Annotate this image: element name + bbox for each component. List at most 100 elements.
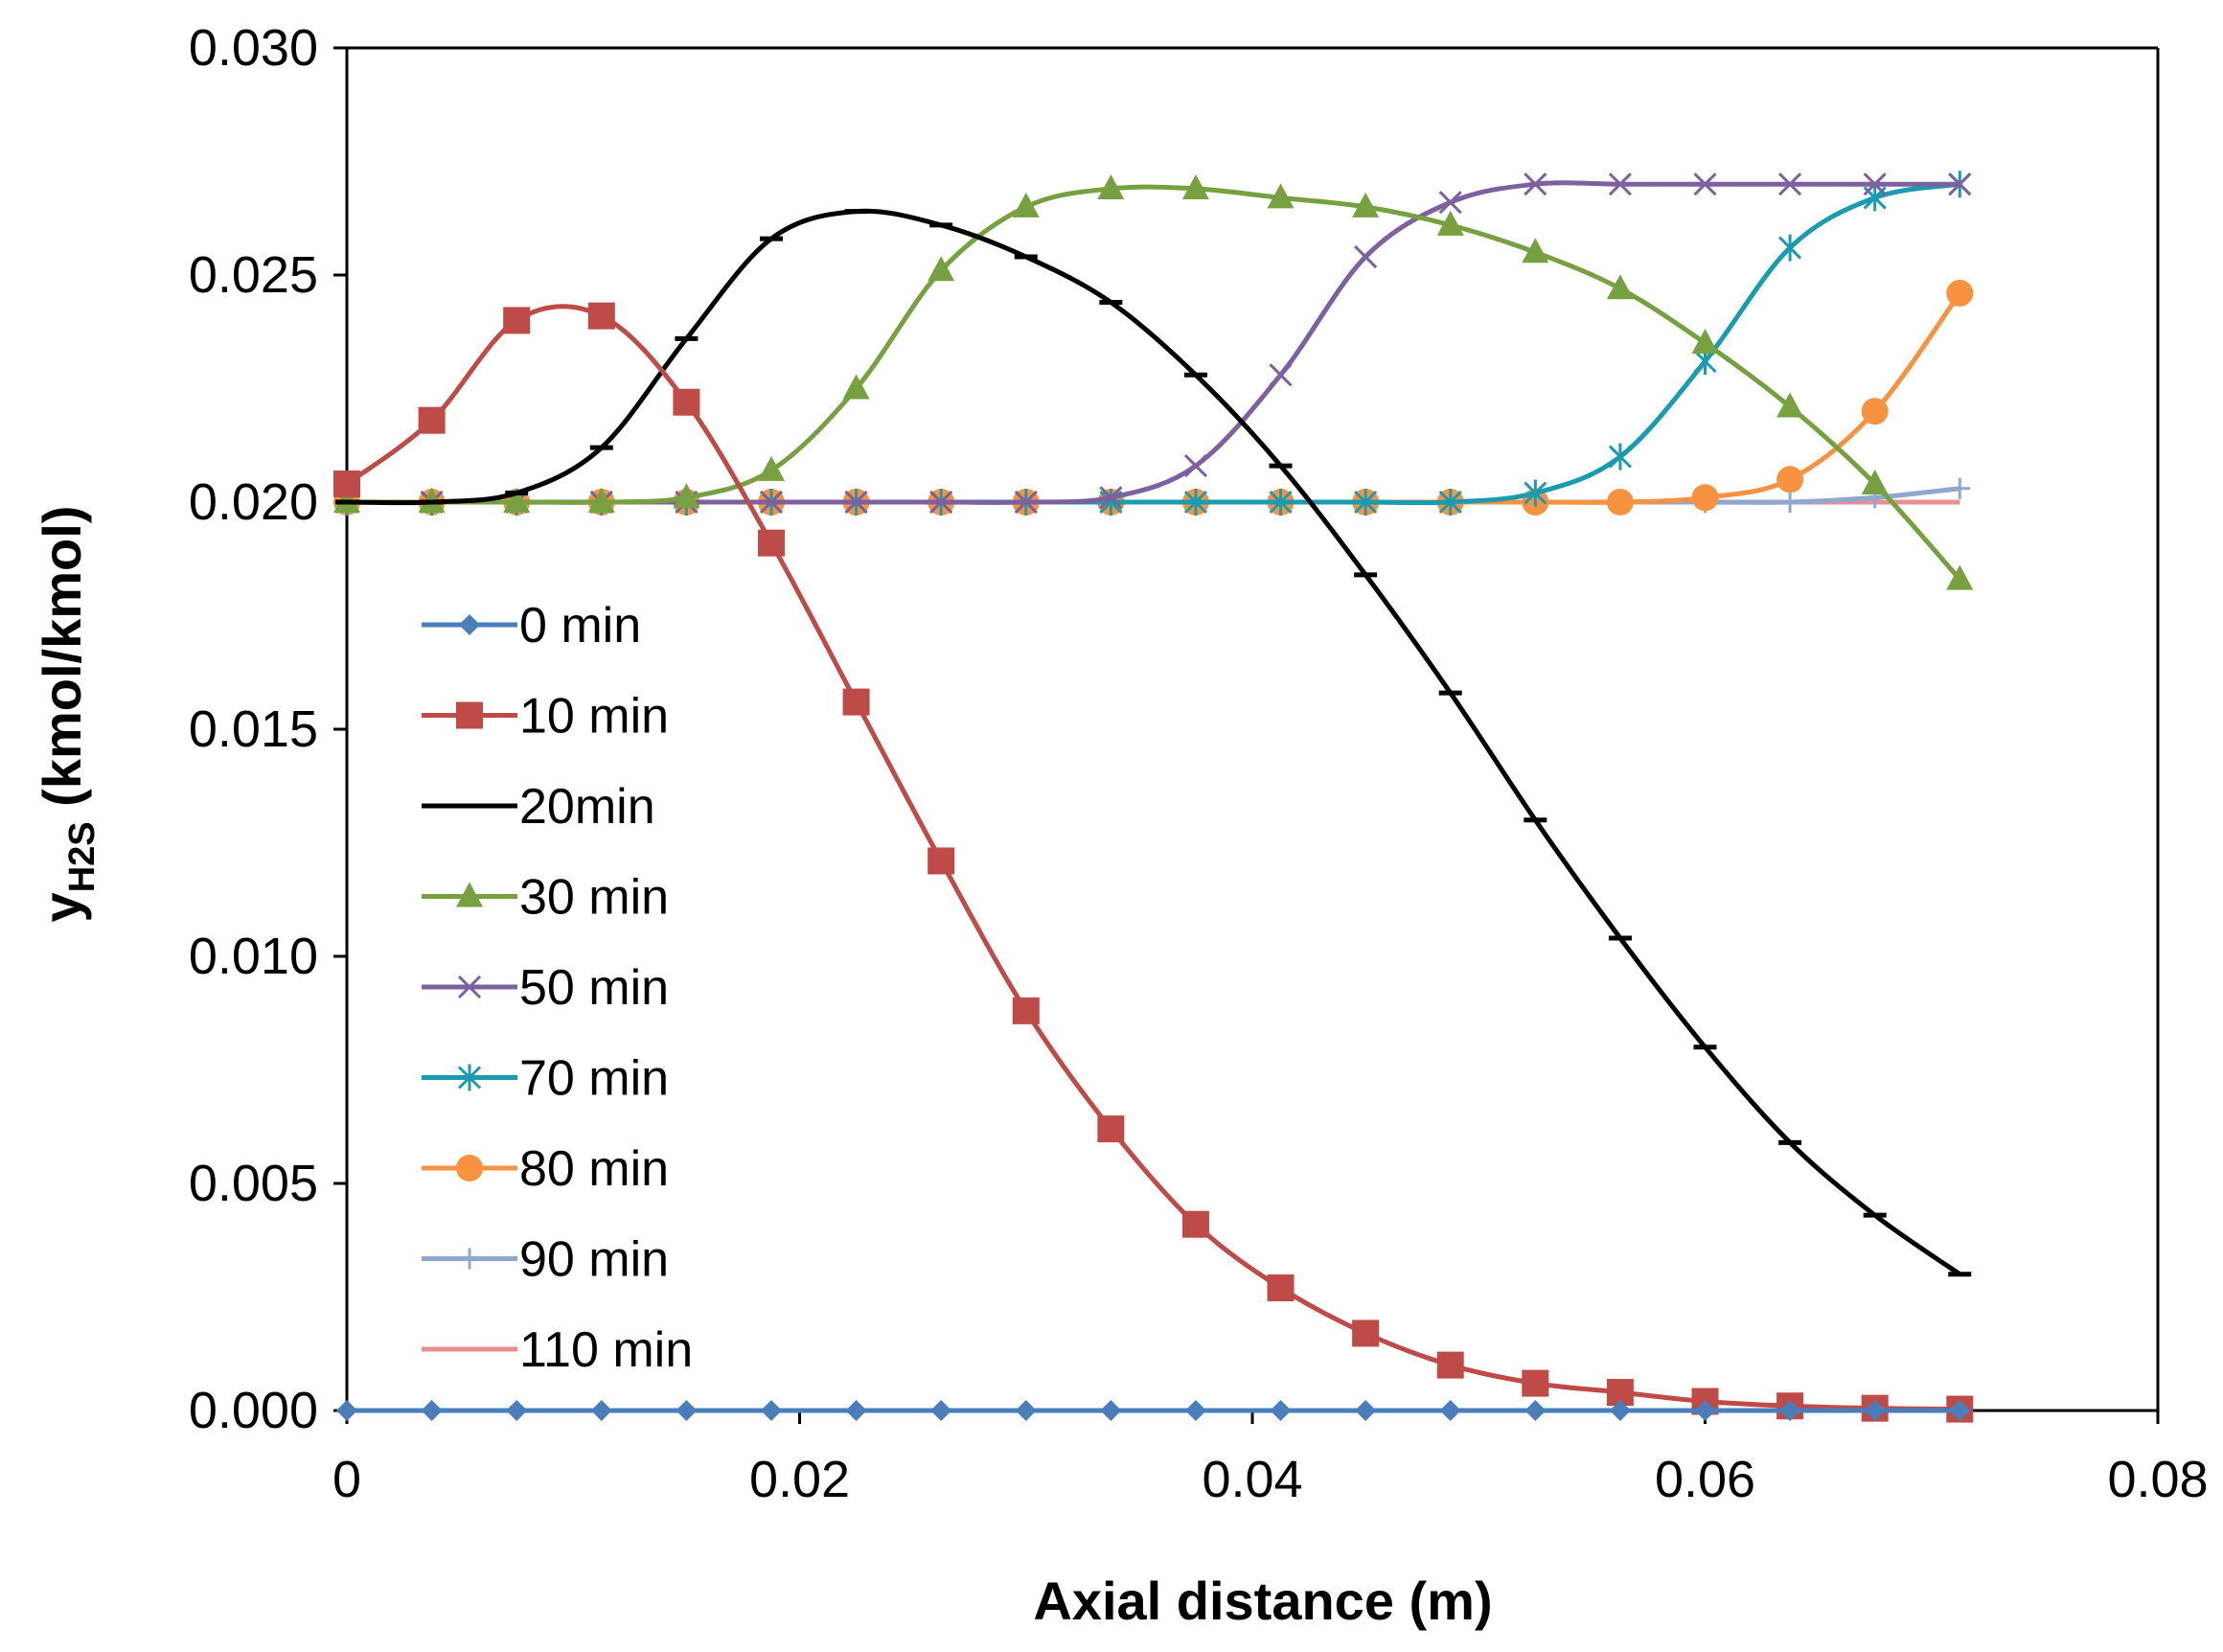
data-point-70-min <box>1524 479 1547 507</box>
legend-marker <box>456 701 483 729</box>
series-80-min <box>333 279 1974 516</box>
data-point-0-min <box>1524 1400 1547 1421</box>
legend-label: 0 min <box>519 598 641 654</box>
data-point-10-min <box>587 302 615 330</box>
data-point-50-min-stroke <box>759 490 784 515</box>
legend-item-30-min: 30 min <box>422 870 669 926</box>
y-axis-title-main: y <box>32 892 92 922</box>
data-point-30-min <box>1436 210 1464 236</box>
data-point-0-min <box>1015 1400 1037 1421</box>
legend-marker-stroke <box>457 975 482 999</box>
data-point-50-min-stroke <box>1948 172 1972 196</box>
legend: 0 min 10 min 20min 30 min 50 min 70 min 80 min… <box>422 598 693 1378</box>
y-tick-label: 0.010 <box>189 928 318 985</box>
data-point-0-min <box>1439 1400 1461 1421</box>
x-tick-label: 0.06 <box>1655 1451 1755 1508</box>
data-point-0-min <box>336 1400 357 1421</box>
data-point-50-min <box>1269 363 1293 387</box>
data-point-80-min <box>1691 484 1719 512</box>
data-point-10-min <box>928 847 955 875</box>
data-point-0-min <box>1355 1400 1377 1421</box>
data-point-10-min <box>1267 1274 1295 1302</box>
data-point-50-min <box>1778 172 1802 196</box>
y-axis-title-subscript: H2S <box>62 821 103 892</box>
y-tick-label: 0.000 <box>189 1382 318 1439</box>
x-tick-labels: 0 0.02 0.04 0.06 0.08 <box>332 1451 2209 1508</box>
data-point-50-min <box>1354 244 1378 269</box>
data-point-30-min <box>842 374 870 400</box>
data-point-30-min <box>1691 329 1719 355</box>
series-line-70-min <box>347 181 1960 506</box>
data-point-70-min <box>1354 489 1378 516</box>
data-point-70-min <box>1438 489 1462 516</box>
data-point-10-min <box>757 529 785 557</box>
x-tick-label: 0.02 <box>749 1451 850 1508</box>
data-point-50-min <box>1438 191 1462 215</box>
data-point-0-min <box>1100 1400 1122 1421</box>
data-point-30-min <box>673 483 700 509</box>
data-point-50-min-stroke <box>1608 172 1632 196</box>
series-30-min <box>333 173 1974 590</box>
data-point-30-min <box>503 488 531 513</box>
data-point-50-min-stroke <box>1099 486 1123 510</box>
data-point-50-min <box>1014 490 1038 515</box>
data-point-90-min <box>1949 477 1971 499</box>
data-point-50-min <box>1524 172 1547 196</box>
data-point-80-min <box>1861 398 1889 425</box>
data-point-50-min <box>1863 172 1887 196</box>
x-tick-label: 0 <box>332 1451 361 1508</box>
data-point-30-min <box>1097 173 1125 199</box>
data-point-50-min-stroke <box>844 490 868 515</box>
data-point-0-min <box>590 1400 612 1421</box>
data-point-10-min <box>1436 1351 1464 1379</box>
data-point-0-min <box>760 1400 782 1421</box>
data-point-0-min <box>1949 1400 1971 1421</box>
legend-item-10-min: 10 min <box>422 689 669 745</box>
data-point-10-min <box>1522 1369 1549 1397</box>
data-point-30-min <box>928 256 955 282</box>
data-point-50-min <box>1693 172 1717 196</box>
legend-marker <box>456 882 483 907</box>
data-point-30-min <box>757 455 785 481</box>
series-10-min <box>333 302 1974 1423</box>
data-point-0-min <box>1270 1400 1292 1421</box>
data-point-0-min <box>421 1400 443 1421</box>
legend-label: 10 min <box>519 689 669 745</box>
legend-item-90-min: 90 min <box>422 1232 669 1288</box>
series-0-min <box>336 1400 1971 1421</box>
data-point-80-min <box>1946 279 1974 307</box>
data-point-10-min <box>1012 997 1040 1024</box>
data-point-50-min-stroke <box>1183 454 1207 478</box>
data-point-30-min <box>1776 392 1804 418</box>
x-tick-label: 0.08 <box>2107 1451 2208 1508</box>
data-point-30-min <box>1012 192 1040 218</box>
data-point-70-min <box>1778 234 1802 262</box>
series-20min <box>335 208 1972 1277</box>
data-point-0-min <box>1694 1400 1716 1421</box>
data-point-0-min <box>845 1400 867 1421</box>
data-point-30-min <box>1181 173 1209 199</box>
data-point-10-min <box>1097 1115 1125 1143</box>
legend-label: 20min <box>519 779 655 835</box>
x-axis-title: Axial distance (m) <box>1033 1571 1492 1631</box>
data-point-50-min-stroke <box>1693 172 1717 196</box>
data-point-10-min <box>1181 1210 1209 1238</box>
data-point-0-min <box>1609 1400 1631 1421</box>
data-point-50-min <box>1183 454 1207 478</box>
legend-marker <box>456 1155 483 1182</box>
legend-label: 30 min <box>519 870 669 926</box>
data-point-90-min <box>1779 492 1801 513</box>
data-point-50-min-stroke <box>1438 191 1462 215</box>
legend-marker <box>459 614 480 635</box>
data-point-30-min <box>1352 192 1380 218</box>
data-point-50-min-stroke <box>1354 244 1378 269</box>
data-point-0-min <box>1779 1400 1801 1421</box>
data-point-70-min <box>1608 443 1632 470</box>
legend-item-110-min: 110 min <box>422 1322 693 1378</box>
y-axis-title: yH2S (kmol/kmol) <box>32 506 103 923</box>
data-point-50-min-stroke <box>1269 363 1293 387</box>
data-point-10-min <box>1352 1319 1380 1347</box>
legend-marker <box>459 1248 480 1270</box>
y-tick-label: 0.020 <box>189 473 318 531</box>
data-point-50-min <box>1948 172 1972 196</box>
